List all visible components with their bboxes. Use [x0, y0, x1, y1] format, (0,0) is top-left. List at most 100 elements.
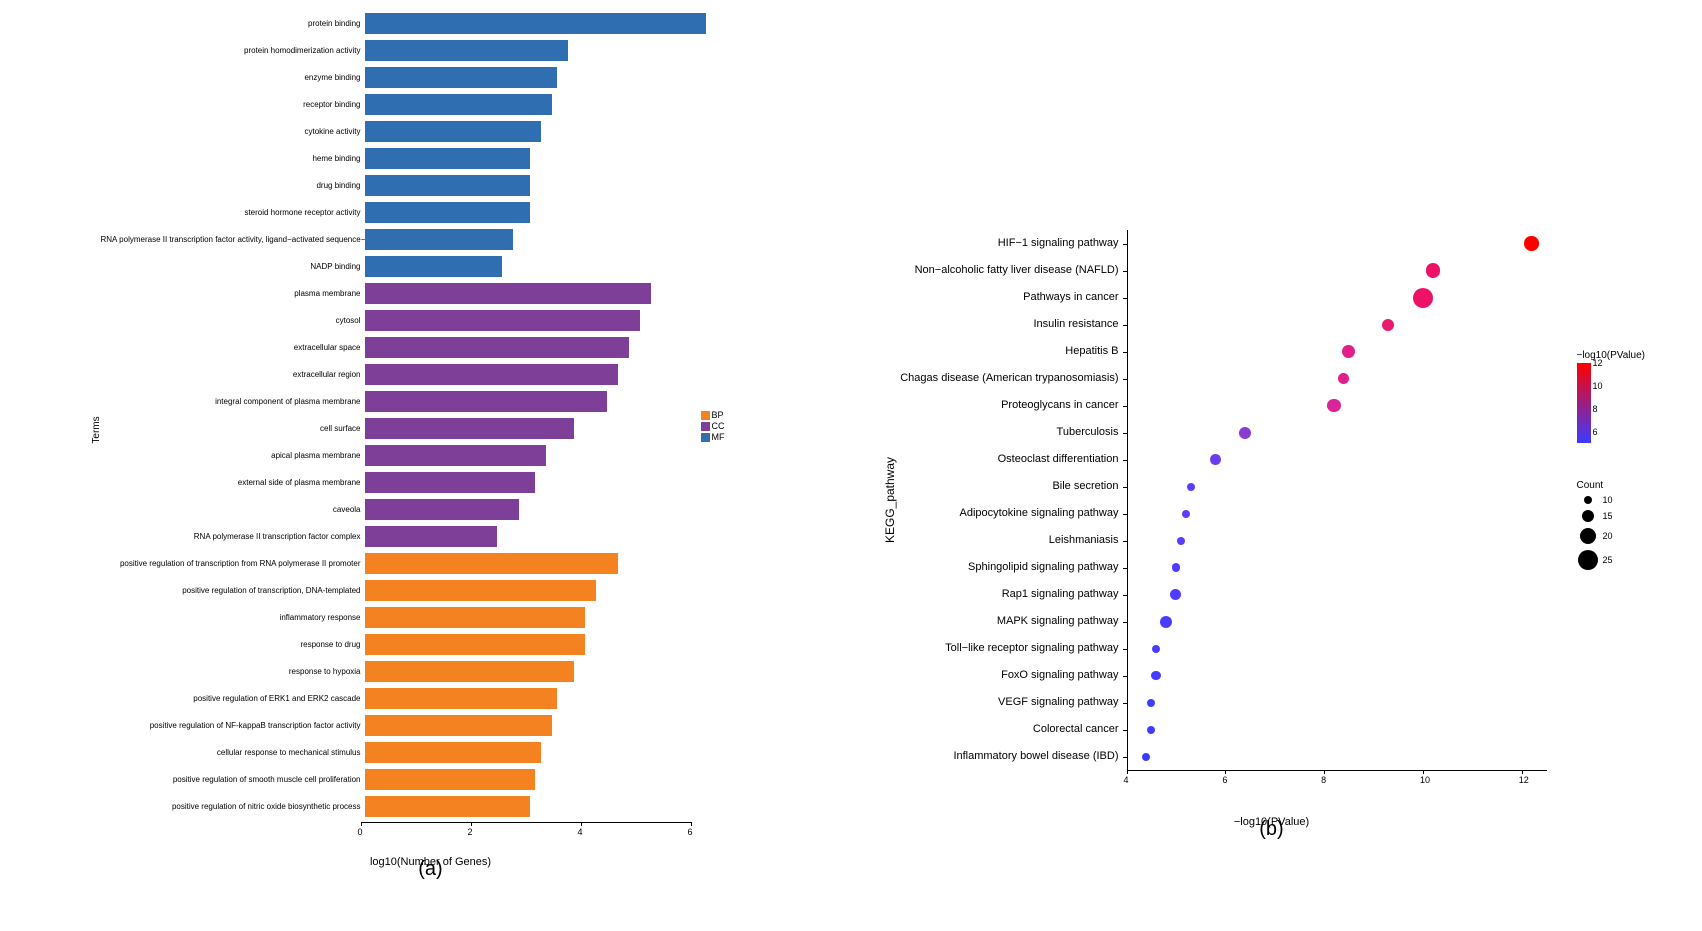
bar-label: cellular response to mechanical stimulus: [101, 748, 365, 757]
scatter-point: [1187, 483, 1195, 491]
legend-item: MF: [701, 432, 725, 443]
kegg-pathway-label: Hepatitis B: [867, 345, 1119, 357]
kegg-pathway-label: Tuberculosis: [867, 426, 1119, 438]
scatter-point: [1147, 699, 1155, 707]
color-legend-tick: 10: [1593, 381, 1603, 391]
bar-row: cytokine activity: [101, 118, 761, 145]
scatter-point: [1177, 537, 1185, 545]
kegg-pathway-label: VEGF signaling pathway: [867, 696, 1119, 708]
bar: [365, 742, 541, 763]
scatter-point: [1142, 753, 1150, 761]
legend-label: BP: [712, 410, 724, 421]
bar-row: response to hypoxia: [101, 658, 761, 685]
size-legend-item: 25: [1577, 547, 1613, 573]
bar-row: steroid hormone receptor activity: [101, 199, 761, 226]
kegg-pathway-label: Pathways in cancer: [867, 291, 1119, 303]
legend-item: CC: [701, 421, 725, 432]
size-legend-label: 25: [1603, 555, 1613, 565]
bar-row: positive regulation of NF-kappaB transcr…: [101, 712, 761, 739]
bar: [365, 580, 596, 601]
bar-row: receptor binding: [101, 91, 761, 118]
scatter-point: [1413, 288, 1433, 308]
scatter-point: [1327, 399, 1341, 413]
size-legend: Count 10 1520 25: [1577, 480, 1613, 573]
bar-row: heme binding: [101, 145, 761, 172]
scatter-point: [1170, 589, 1181, 600]
size-legend-title: Count: [1577, 480, 1613, 491]
bar: [365, 526, 497, 547]
kegg-pathway-label: Bile secretion: [867, 480, 1119, 492]
kegg-pathway-label: Proteoglycans in cancer: [867, 399, 1119, 411]
size-legend-dot: [1582, 510, 1594, 522]
bar: [365, 40, 569, 61]
color-legend-tick: 6: [1593, 427, 1598, 437]
scatter-point: [1182, 510, 1190, 518]
x-tick-label: 6: [1222, 775, 1227, 785]
color-legend-tick: 8: [1593, 404, 1598, 414]
kegg-pathway-label: Leishmaniasis: [867, 534, 1119, 546]
scatter-point: [1382, 319, 1394, 331]
bar-label: protein binding: [101, 19, 365, 28]
bar-label: external side of plasma membrane: [101, 478, 365, 487]
size-legend-label: 10: [1603, 495, 1613, 505]
bar-row: plasma membrane: [101, 280, 761, 307]
bar: [365, 283, 651, 304]
bar: [365, 472, 536, 493]
bar: [365, 148, 530, 169]
bar-label: response to drug: [101, 640, 365, 649]
bar: [365, 202, 530, 223]
panel-a-barchart: Terms log10(Number of Genes) protein bin…: [101, 10, 761, 850]
scatter-point: [1524, 236, 1538, 250]
bar-label: plasma membrane: [101, 289, 365, 298]
legend-swatch: [701, 422, 710, 431]
bar-row: positive regulation of smooth muscle cel…: [101, 766, 761, 793]
bar: [365, 391, 607, 412]
bar: [365, 499, 519, 520]
bar-label: integral component of plasma membrane: [101, 397, 365, 406]
bar-row: drug binding: [101, 172, 761, 199]
kegg-pathway-label: MAPK signaling pathway: [867, 615, 1119, 627]
scatter-point: [1152, 645, 1160, 653]
kegg-pathway-label: Sphingolipid signaling pathway: [867, 561, 1119, 573]
x-tick-label: 2: [468, 827, 473, 837]
bar: [365, 418, 574, 439]
bar-label: positive regulation of smooth muscle cel…: [101, 775, 365, 784]
bar-label: receptor binding: [101, 100, 365, 109]
x-tick-label: 10: [1420, 775, 1430, 785]
bar: [365, 310, 640, 331]
kegg-pathway-label: Non−alcoholic fatty liver disease (NAFLD…: [867, 264, 1119, 276]
bar: [365, 796, 530, 817]
bar-row: positive regulation of nitric oxide bios…: [101, 793, 761, 820]
panel-b-x-axis-label: −log10(PValue): [1234, 816, 1309, 828]
color-legend: −log10(PValue)681012: [1577, 350, 1645, 443]
bar-row: apical plasma membrane: [101, 442, 761, 469]
bar-label: positive regulation of transcription, DN…: [101, 586, 365, 595]
bar-label: response to hypoxia: [101, 667, 365, 676]
scatter-point: [1426, 263, 1440, 277]
panel-a-legend: BPCCMF: [701, 410, 725, 443]
kegg-pathway-label: Inflammatory bowel disease (IBD): [867, 750, 1119, 762]
bar-label: extracellular region: [101, 370, 365, 379]
size-legend-item: 20: [1577, 525, 1613, 547]
bar-row: caveola: [101, 496, 761, 523]
bar-label: heme binding: [101, 154, 365, 163]
bar-label: inflammatory response: [101, 613, 365, 622]
bar-row: cellular response to mechanical stimulus: [101, 739, 761, 766]
legend-label: MF: [712, 432, 725, 443]
size-legend-item: 15: [1577, 507, 1613, 525]
bar-row: inflammatory response: [101, 604, 761, 631]
scatter-point: [1239, 427, 1251, 439]
bar-label: drug binding: [101, 181, 365, 190]
bar-row: cell surface: [101, 415, 761, 442]
kegg-pathway-label: Adipocytokine signaling pathway: [867, 507, 1119, 519]
scatter-point: [1151, 671, 1161, 681]
size-legend-item: 10: [1577, 493, 1613, 507]
x-tick-label: 4: [578, 827, 583, 837]
kegg-pathway-label: Insulin resistance: [867, 318, 1119, 330]
kegg-pathway-label: HIF−1 signaling pathway: [867, 237, 1119, 249]
panel-a-y-axis-label: Terms: [91, 416, 102, 443]
scatter-point: [1342, 345, 1355, 358]
kegg-pathway-label: Osteoclast differentiation: [867, 453, 1119, 465]
bar-label: caveola: [101, 505, 365, 514]
kegg-pathway-label: Rap1 signaling pathway: [867, 588, 1119, 600]
